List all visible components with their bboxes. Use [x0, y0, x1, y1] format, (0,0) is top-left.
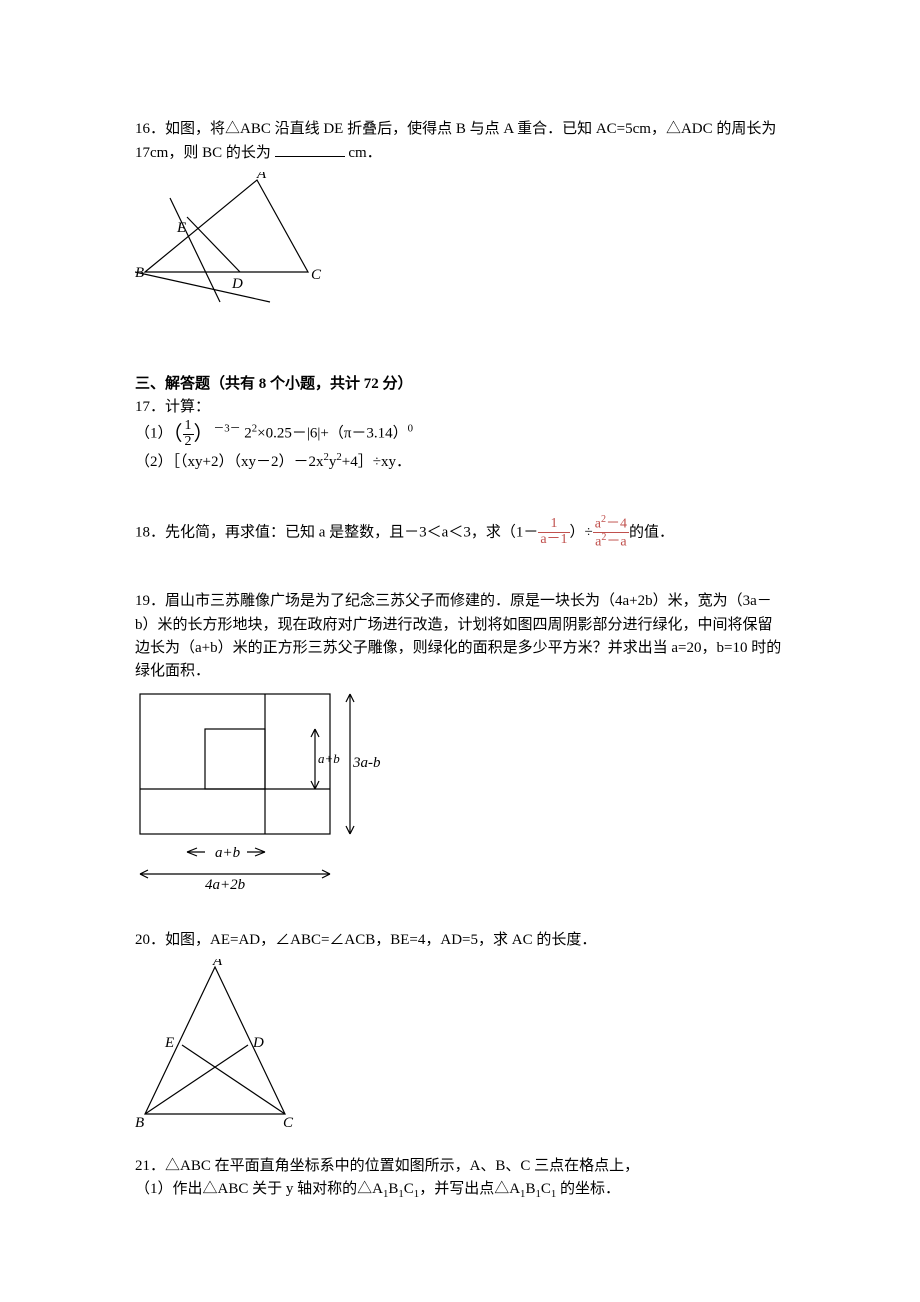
q20-E: E	[164, 1035, 174, 1051]
q16-text: 16．如图，将△ABC 沿直线 DE 折叠后，使得点 B 与点 A 重合．已知 …	[135, 118, 785, 166]
q21-l1: 21．△ABC 在平面直角坐标系中的位置如图所示，A、B、C 三点在格点上，	[135, 1155, 785, 1178]
q19-figure: 4a+2b a+b a+b 3a-b	[135, 689, 385, 889]
page: 16．如图，将△ABC 沿直线 DE 折叠后，使得点 B 与点 A 重合．已知 …	[0, 0, 920, 1283]
q16-E: E	[176, 220, 186, 236]
q18-frac2: a2－4a2－a	[593, 515, 629, 551]
q20-B: B	[135, 1115, 144, 1129]
q16-stem: 16．如图，将△ABC 沿直线 DE 折叠后，使得点 B 与点 A 重合．已知 …	[135, 121, 776, 161]
q16-A: A	[256, 172, 267, 182]
q16-B: B	[135, 265, 144, 281]
q19-dim-s1: a+b	[215, 845, 241, 861]
q20-D: D	[252, 1035, 264, 1051]
q20-C: C	[283, 1115, 294, 1129]
q16-blank[interactable]	[275, 141, 345, 157]
q19-dim-h: 3a-b	[352, 755, 381, 771]
q20-A: A	[212, 959, 223, 969]
section-3-header: 三、解答题（共有 8 个小题，共计 72 分）	[135, 373, 785, 396]
frac-half: 12	[183, 419, 194, 449]
q19-dim-s2: a+b	[318, 751, 340, 766]
q20-figure: A B C E D	[135, 959, 315, 1129]
q19-text: 19．眉山市三苏雕像广场是为了纪念三苏父子而修建的．原是一块长为（4a+2b）米…	[135, 590, 785, 683]
q20-text: 20．如图，AE=AD，∠ABC=∠ACB，BE=4，AD=5，求 AC 的长度…	[135, 929, 785, 952]
q17-line1: （1）（12）－3－ 22×0.25－|6|+（π－3.14）0	[135, 419, 785, 449]
q19-dim-w: 4a+2b	[205, 877, 246, 889]
q16-unit: cm．	[348, 145, 381, 161]
q17-head: 17．计算：	[135, 396, 785, 419]
q18-frac1: 1a－1	[538, 517, 569, 547]
q16-D: D	[231, 276, 243, 292]
q18: 18．先化简，再求值：已知 a 是整数，且－3＜a＜3，求（1－1a－1）÷a2…	[135, 515, 785, 551]
q16-figure: A B C D E	[135, 172, 325, 307]
q17-line2: （2）［（xy+2）（xy－2）－2x2y2+4］÷xy．	[135, 449, 785, 474]
q21-l2: （1）作出△ABC 关于 y 轴对称的△A1B1C1，并写出点△A1B1C1 的…	[135, 1178, 785, 1203]
q16-C: C	[311, 267, 322, 283]
